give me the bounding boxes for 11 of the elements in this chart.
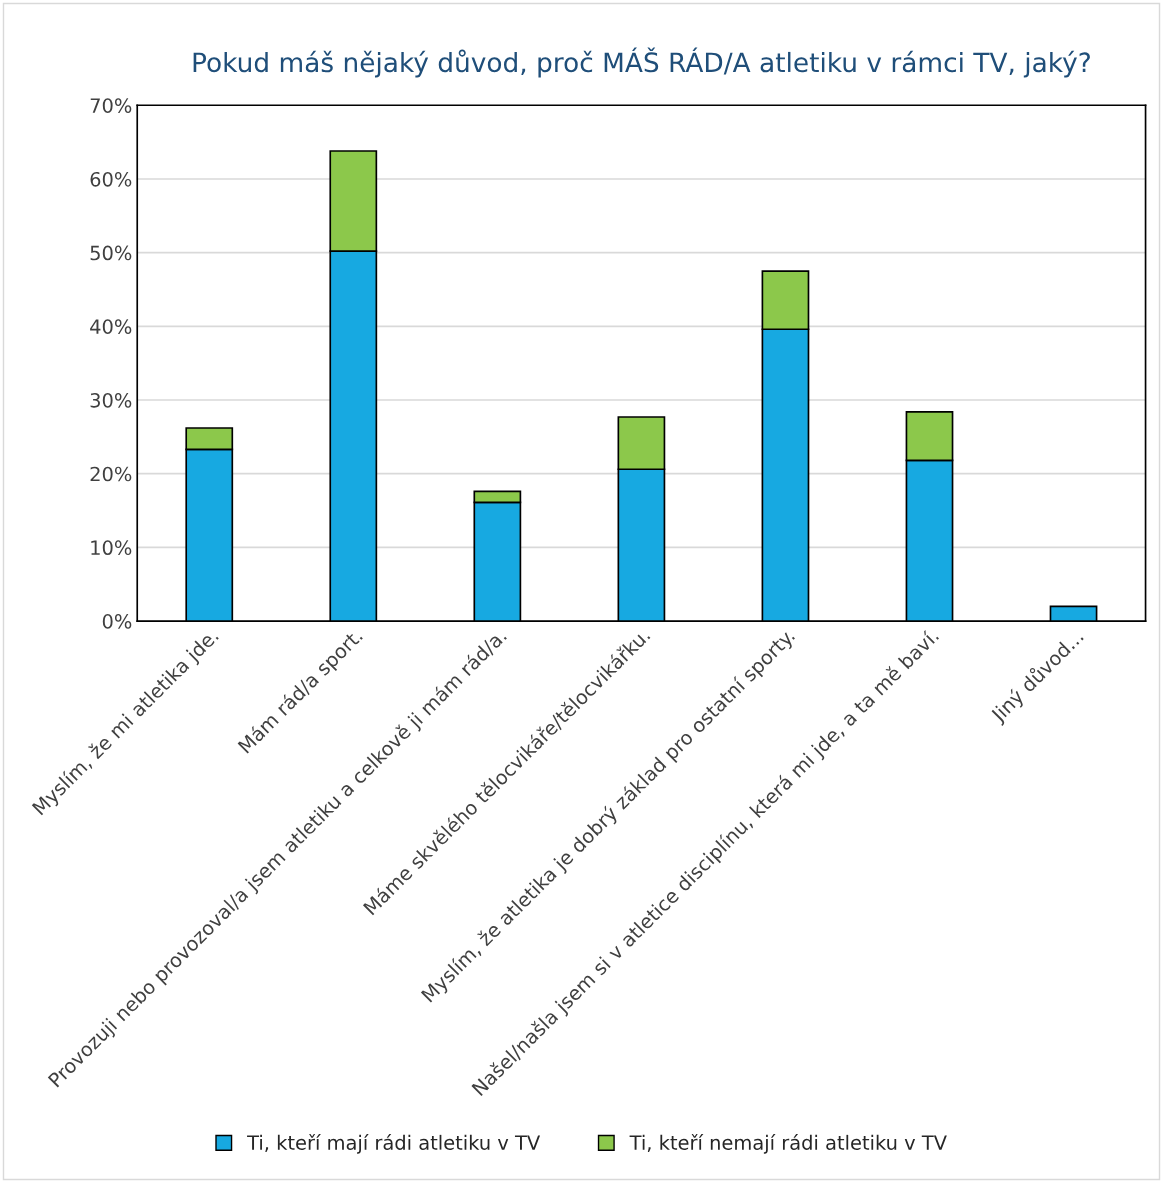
y-tick-label: 50% — [90, 245, 132, 261]
y-tick-label: 20% — [90, 466, 132, 482]
legend-label: Ti, kteří mají rádi atletiku v TV — [247, 1134, 541, 1154]
y-tick-label: 10% — [91, 540, 132, 556]
y-tick-label: 70% — [90, 98, 132, 113]
legend-label: Ti, kteří nemají rádi atletiku v TV — [629, 1134, 947, 1154]
y-tick-label: 0% — [102, 614, 132, 629]
y-tick-label: 30% — [90, 392, 132, 408]
y-tick-label: 40% — [90, 319, 132, 334]
y-tick-label: 60% — [90, 171, 132, 187]
chart-title: Pokud máš nějaký důvod, proč MÁŠ RÁD/A atletiku v rámci TV, jaký? — [193, 47, 1090, 78]
